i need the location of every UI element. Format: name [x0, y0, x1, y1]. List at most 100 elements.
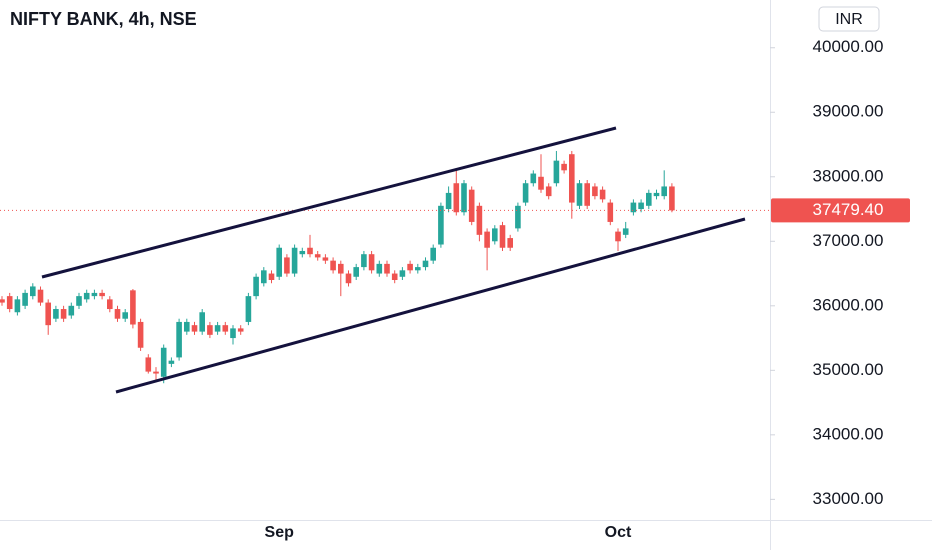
candle-body: [284, 257, 290, 274]
candle-body: [484, 231, 490, 248]
candle-body: [168, 360, 175, 364]
candle-body: [268, 273, 275, 280]
candle-body: [368, 254, 375, 271]
candle-body: [353, 267, 359, 277]
candle-body: [37, 289, 44, 303]
candle-body: [499, 225, 506, 248]
candle-body: [584, 183, 590, 206]
candle-body: [399, 270, 406, 277]
upper-trendline: [41, 126, 617, 279]
candle-body: [253, 276, 259, 297]
candle-body: [299, 250, 306, 255]
candle-body: [314, 254, 321, 258]
candle-body: [530, 173, 537, 184]
candle-body: [30, 286, 36, 297]
candle-body: [176, 321, 182, 358]
candle-body: [461, 183, 467, 213]
candle-body: [60, 309, 67, 319]
candle-body: [646, 192, 652, 206]
candle-body: [507, 238, 513, 248]
candle-body: [476, 205, 483, 235]
candle-body: [592, 186, 598, 197]
candle-body: [130, 290, 136, 325]
candle-body: [345, 273, 352, 284]
plot-area: [0, 150, 770, 384]
candle-body: [230, 328, 236, 339]
candle-body: [160, 347, 167, 377]
candle-body: [445, 192, 452, 210]
y-tick-label: 40000.00: [813, 37, 884, 56]
candle-body: [291, 247, 298, 274]
candle-body: [145, 357, 152, 372]
candle-body: [468, 189, 475, 222]
candle-body: [137, 321, 144, 348]
candle-body: [430, 247, 436, 261]
candle-body: [553, 160, 560, 184]
y-tick-label: 38000.00: [813, 166, 884, 185]
candle-body: [45, 302, 51, 326]
candle-body: [261, 270, 267, 284]
candle-body: [545, 186, 552, 197]
candle-body: [191, 325, 198, 332]
candle-body: [245, 296, 252, 322]
candle-body: [68, 305, 75, 316]
y-tick-label: 34000.00: [813, 424, 884, 443]
candle-body: [207, 325, 213, 335]
candle-body: [184, 321, 190, 332]
last-price-label: 37479.40: [813, 200, 884, 219]
candle-body: [661, 186, 667, 197]
candle-body: [492, 228, 498, 242]
candle-body: [222, 325, 229, 332]
candle-body: [453, 183, 460, 213]
chart-title: NIFTY BANK, 4h, NSE: [10, 9, 197, 29]
candle-body: [384, 263, 390, 274]
candle-body: [153, 371, 159, 374]
candle-body: [638, 202, 644, 210]
candle-body: [422, 260, 429, 268]
candle-body: [576, 183, 583, 206]
candle-body: [391, 273, 398, 280]
candle-body: [361, 254, 367, 268]
candle-body: [76, 296, 82, 306]
candle-body: [307, 247, 313, 255]
candle-body: [122, 312, 128, 319]
candle-body: [438, 205, 444, 245]
candle-body: [330, 260, 336, 271]
candle-body: [407, 263, 413, 271]
candle-body: [322, 257, 329, 261]
candle-body: [522, 183, 529, 203]
candle-body: [83, 292, 90, 300]
last-price-badge: [771, 198, 910, 223]
candle-body: [538, 176, 544, 190]
candle-body: [214, 325, 221, 332]
candle-body: [561, 163, 567, 171]
x-tick-label: Oct: [605, 524, 632, 541]
candle-body: [22, 292, 28, 306]
y-tick-label: 37000.00: [813, 231, 884, 250]
y-tick-label: 35000.00: [813, 360, 884, 379]
candle-body: [569, 154, 575, 203]
currency[interactable]: INR: [835, 11, 863, 28]
candle-body: [114, 309, 121, 319]
candle-body: [107, 299, 113, 310]
candle-body: [607, 202, 614, 222]
currency-box[interactable]: [818, 6, 880, 32]
y-tick-label: 36000.00: [813, 295, 884, 314]
candle-body: [14, 299, 21, 313]
x-tick-label: Sep: [265, 524, 295, 541]
y-tick-label: 33000.00: [813, 489, 884, 508]
candle-body: [615, 231, 621, 242]
candle-body: [53, 309, 59, 319]
candle-body: [199, 312, 205, 332]
candle-body: [515, 205, 521, 229]
candle-body: [599, 189, 606, 200]
candle-body: [653, 192, 660, 197]
candle-body: [415, 267, 421, 271]
candle-body: [630, 202, 637, 213]
lower-trendline: [115, 217, 746, 394]
candle-body: [0, 299, 5, 303]
candle-body: [622, 228, 629, 235]
candle-body: [99, 292, 105, 297]
candle-body: [338, 263, 344, 274]
